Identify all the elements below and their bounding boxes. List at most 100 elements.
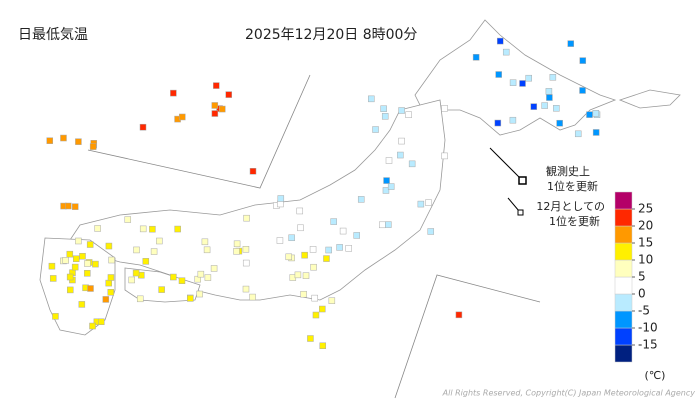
monthly-icon: [517, 209, 524, 216]
scale-label: 10: [638, 253, 653, 267]
station-marker: [549, 74, 557, 81]
station-marker: [556, 119, 563, 127]
station-marker: [139, 225, 147, 233]
station-marker: [345, 245, 352, 252]
station-marker: [339, 227, 347, 235]
station-marker: [92, 260, 99, 268]
station-marker: [84, 270, 91, 277]
scale-swatch: [614, 259, 633, 278]
station-marker: [211, 110, 219, 117]
station-marker: [296, 207, 304, 215]
station-marker: [46, 137, 54, 144]
station-marker: [385, 221, 392, 228]
legend-text: 1位を更新: [549, 214, 600, 228]
map-title: 日最低気温: [18, 27, 88, 43]
station-marker: [325, 246, 332, 254]
station-marker: [89, 143, 97, 150]
station-marker: [89, 322, 96, 330]
scale-swatch: [614, 310, 633, 329]
station-marker: [242, 285, 250, 293]
station-marker: [525, 74, 532, 82]
station-marker: [136, 295, 144, 303]
pointer-line: [489, 147, 521, 179]
station-marker: [211, 102, 219, 109]
station-marker: [494, 119, 502, 127]
station-marker: [368, 95, 375, 103]
station-marker: [425, 199, 432, 206]
station-marker: [441, 105, 448, 112]
station-marker: [249, 293, 256, 301]
station-marker: [48, 262, 56, 270]
station-marker: [170, 273, 177, 281]
station-marker: [201, 238, 209, 246]
legend-text: 観測史上: [546, 164, 590, 178]
station-marker: [472, 54, 480, 61]
station-marker: [187, 295, 194, 302]
station-marker: [379, 221, 386, 229]
station-marker: [319, 305, 326, 313]
pointer-line: [507, 197, 520, 212]
station-marker: [132, 269, 140, 277]
station-marker: [545, 88, 553, 95]
station-marker: [210, 265, 218, 272]
station-marker: [319, 342, 327, 349]
station-marker: [336, 244, 343, 251]
station-marker: [381, 113, 389, 120]
station-marker: [567, 40, 575, 47]
station-marker: [417, 200, 425, 208]
station-marker: [179, 113, 186, 121]
station-marker: [156, 237, 163, 245]
islands: [618, 89, 681, 109]
station-marker: [105, 242, 113, 250]
station-marker: [357, 196, 365, 203]
scale-label: -15: [638, 338, 658, 352]
station-marker: [158, 286, 165, 293]
station-marker: [427, 228, 435, 235]
hokkaido: [414, 19, 617, 136]
legend-text: 1位を更新: [547, 179, 598, 193]
scale-swatch: [614, 293, 633, 312]
station-marker: [94, 225, 101, 232]
station-marker: [178, 277, 186, 284]
station-marker: [408, 160, 416, 168]
station-marker: [277, 195, 285, 202]
station-marker: [353, 232, 360, 239]
station-marker: [398, 137, 405, 145]
station-marker: [509, 79, 517, 86]
station-marker: [277, 200, 284, 208]
station-marker: [441, 152, 448, 160]
station-marker: [405, 111, 412, 118]
station-marker: [323, 255, 330, 262]
station-marker: [49, 275, 57, 282]
station-marker: [383, 177, 390, 184]
station-marker: [170, 89, 177, 97]
station-marker: [249, 168, 257, 175]
station-marker: [52, 313, 59, 320]
scale-label: 5: [638, 270, 646, 284]
station-marker: [66, 250, 74, 258]
station-marker: [204, 274, 212, 281]
station-marker: [62, 257, 69, 264]
station-marker: [541, 102, 548, 109]
station-marker: [579, 57, 587, 64]
station-marker: [294, 271, 302, 279]
scale-label: 0: [638, 287, 646, 301]
station-marker: [97, 318, 105, 325]
station-marker: [243, 214, 250, 222]
station-marker: [219, 105, 226, 113]
station-marker: [196, 290, 203, 298]
station-marker: [300, 290, 307, 298]
station-marker: [380, 105, 387, 112]
station-marker: [455, 311, 463, 319]
station-marker: [297, 224, 304, 232]
station-marker: [288, 234, 295, 242]
unit: (℃): [645, 369, 666, 382]
scale-label: 15: [638, 236, 653, 250]
scale-swatch: [614, 242, 633, 261]
station-marker: [307, 335, 314, 342]
station-marker: [530, 103, 538, 110]
station-marker: [203, 246, 211, 254]
station-marker: [79, 252, 86, 260]
station-marker: [233, 248, 240, 255]
